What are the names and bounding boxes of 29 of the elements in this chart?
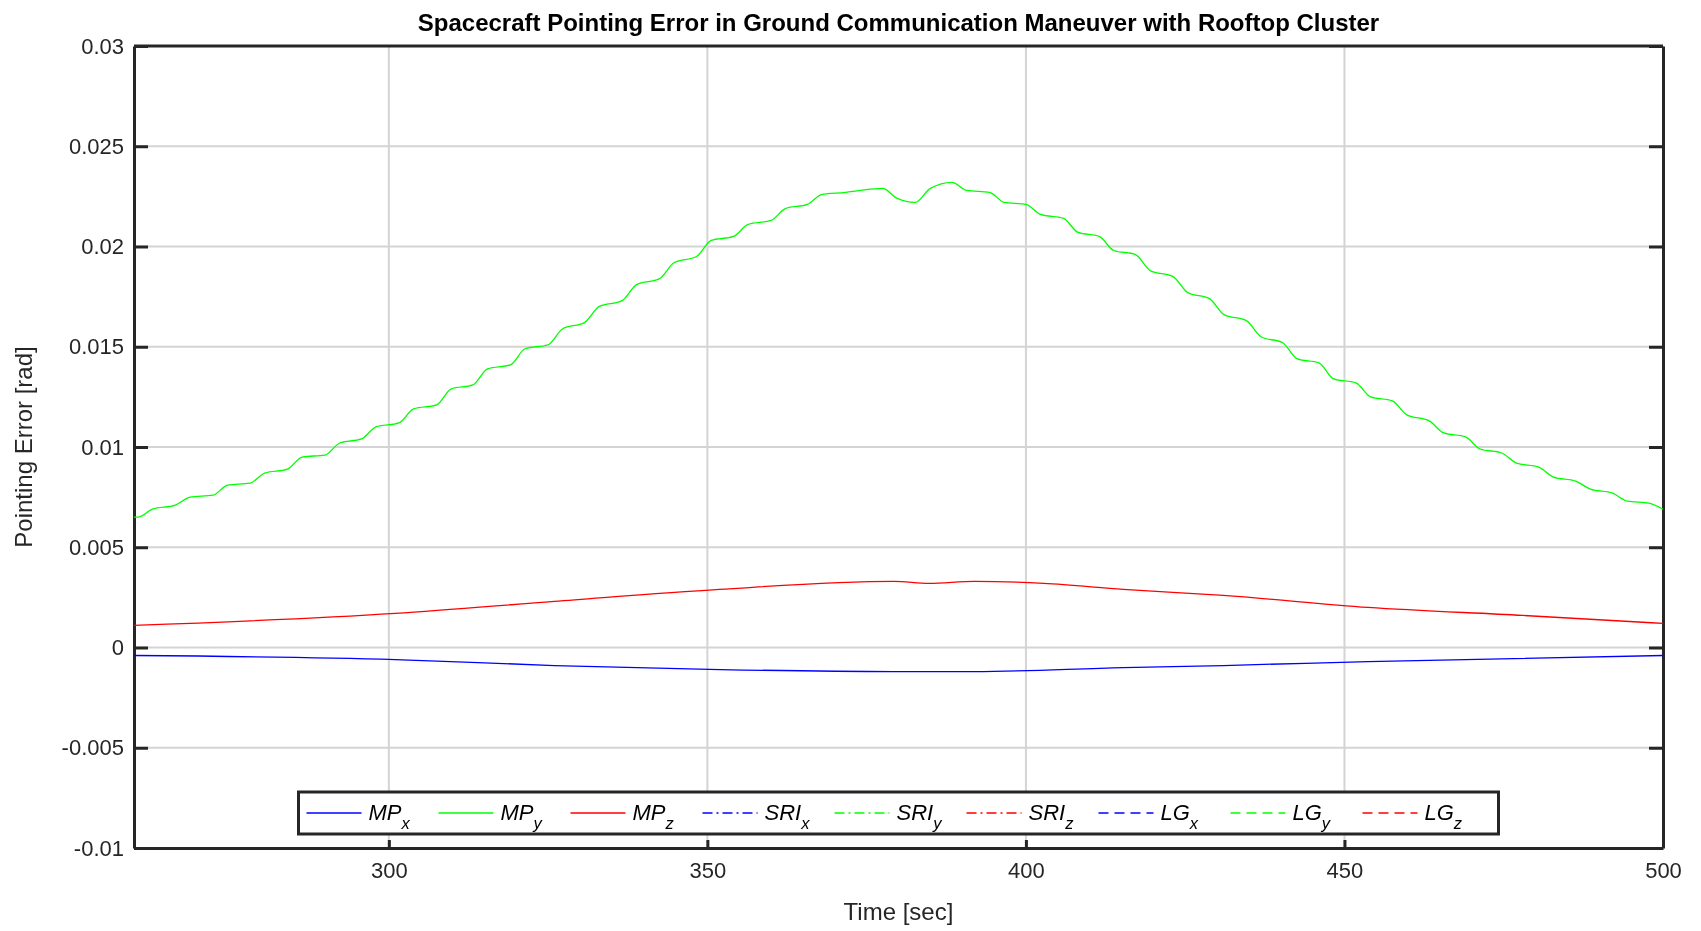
legend-label: SRI$_{x}$ <box>764 800 811 832</box>
legend-label: SRI$_{z}$ <box>1028 800 1075 832</box>
x-axis-title: Time [sec] <box>843 898 954 925</box>
y-tick-label: 0.005 <box>68 534 124 560</box>
y-tick-label: -0.01 <box>73 835 124 861</box>
line-series <box>134 580 1663 627</box>
y-tick-label: 0.025 <box>68 133 124 159</box>
x-tick-label: 450 <box>1326 857 1364 883</box>
legend-label: MP$_{x}$ <box>368 800 411 832</box>
legend-label: LG$_{x}$ <box>1160 800 1199 832</box>
y-tick-label: 0.01 <box>81 434 124 460</box>
legend-label: MP$_{y}$ <box>500 800 544 832</box>
x-tick-label: 350 <box>689 857 727 883</box>
chart-title: Spacecraft Pointing Error in Ground Communication Maneuver with Rooftop Cluster <box>417 9 1380 36</box>
legend-label: SRI$_{y}$ <box>896 800 944 832</box>
line-series <box>134 654 1663 673</box>
x-tick-label: 400 <box>1008 857 1045 883</box>
legend-label: LG$_{z}$ <box>1424 800 1463 832</box>
x-tick-label: 500 <box>1645 857 1682 883</box>
y-tick-label: 0.03 <box>81 33 124 59</box>
y-tick-label: 0.015 <box>68 334 124 360</box>
legend-label: LG$_{y}$ <box>1292 800 1332 832</box>
y-tick-label: 0.02 <box>81 234 124 260</box>
y-tick-label: 0 <box>111 635 124 661</box>
line-series <box>134 181 1663 518</box>
legend-label: MP$_{z}$ <box>632 800 675 832</box>
y-tick-label: -0.005 <box>61 735 124 761</box>
y-axis-title: Pointing Error [rad] <box>10 346 37 548</box>
x-tick-label: 300 <box>370 857 408 883</box>
